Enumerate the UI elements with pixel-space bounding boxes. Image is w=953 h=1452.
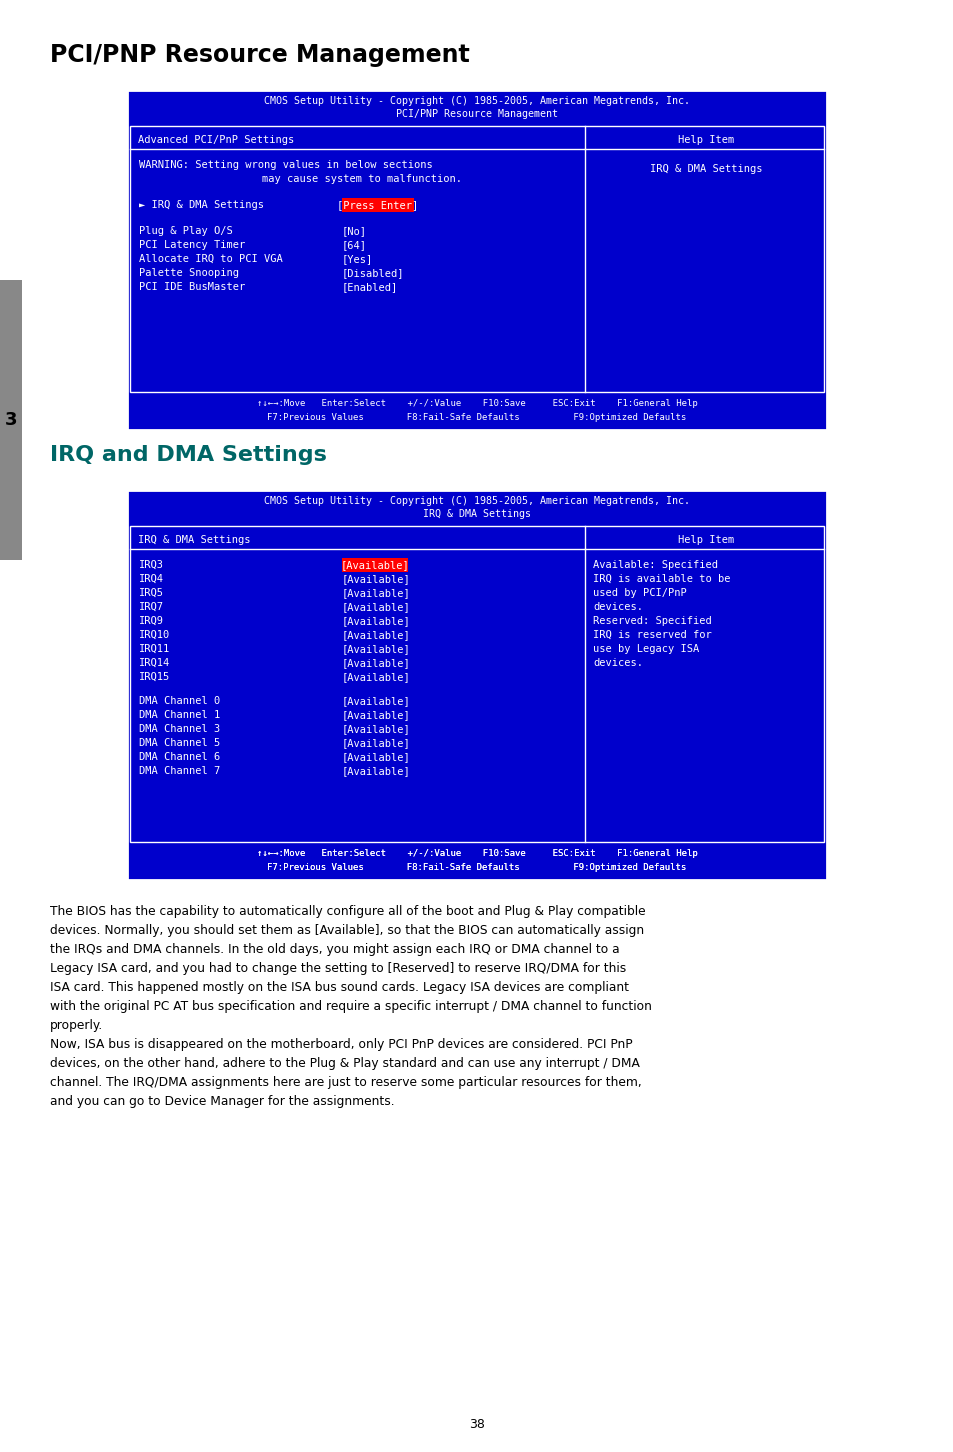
Text: Available: Specified: Available: Specified	[593, 560, 718, 571]
Text: PCI Latency Timer: PCI Latency Timer	[139, 240, 245, 250]
Text: [Available]: [Available]	[341, 710, 411, 720]
Text: Legacy ISA card, and you had to change the setting to [Reserved] to reserve IRQ/: Legacy ISA card, and you had to change t…	[50, 963, 625, 974]
Text: DMA Channel 5: DMA Channel 5	[139, 738, 220, 748]
Text: ↑↓←→:Move   Enter:Select    +/-/:Value    F10:Save     ESC:Exit    F1:General He: ↑↓←→:Move Enter:Select +/-/:Value F10:Sa…	[256, 398, 697, 408]
Text: use by Legacy ISA: use by Legacy ISA	[593, 645, 699, 653]
Text: devices, on the other hand, adhere to the Plug & Play standard and can use any i: devices, on the other hand, adhere to th…	[50, 1057, 639, 1070]
FancyBboxPatch shape	[130, 126, 823, 392]
Text: may cause system to malfunction.: may cause system to malfunction.	[262, 174, 462, 184]
Text: Palette Snooping: Palette Snooping	[139, 269, 239, 277]
Text: IRQ & DMA Settings: IRQ & DMA Settings	[649, 164, 761, 174]
Text: IRQ9: IRQ9	[139, 616, 164, 626]
Text: [Available]: [Available]	[341, 696, 411, 706]
Text: ► IRQ & DMA Settings: ► IRQ & DMA Settings	[139, 200, 264, 211]
FancyBboxPatch shape	[0, 280, 22, 560]
Text: IRQ is reserved for: IRQ is reserved for	[593, 630, 712, 640]
FancyBboxPatch shape	[130, 526, 823, 842]
Text: CMOS Setup Utility - Copyright (C) 1985-2005, American Megatrends, Inc.: CMOS Setup Utility - Copyright (C) 1985-…	[264, 497, 689, 505]
Text: DMA Channel 7: DMA Channel 7	[139, 767, 220, 775]
Text: [Available]: [Available]	[341, 645, 411, 653]
Text: Now, ISA bus is disappeared on the motherboard, only PCI PnP devices are conside: Now, ISA bus is disappeared on the mothe…	[50, 1038, 632, 1051]
Text: CMOS Setup Utility - Copyright (C) 1985-2005, American Megatrends, Inc.: CMOS Setup Utility - Copyright (C) 1985-…	[264, 96, 689, 106]
Text: [Available]: [Available]	[341, 738, 411, 748]
Text: with the original PC AT bus specification and require a specific interrupt / DMA: with the original PC AT bus specificatio…	[50, 1000, 651, 1013]
FancyBboxPatch shape	[127, 489, 826, 880]
Text: The BIOS has the capability to automatically configure all of the boot and Plug : The BIOS has the capability to automatic…	[50, 905, 645, 918]
Text: F7:Previous Values        F8:Fail-Safe Defaults          F9:Optimized Defaults: F7:Previous Values F8:Fail-Safe Defaults…	[267, 862, 686, 871]
Text: IRQ10: IRQ10	[139, 630, 170, 640]
Text: devices.: devices.	[593, 658, 643, 668]
Text: [Available]: [Available]	[341, 672, 411, 682]
Text: [64]: [64]	[341, 240, 367, 250]
Text: IRQ & DMA Settings: IRQ & DMA Settings	[422, 510, 531, 518]
FancyBboxPatch shape	[341, 197, 414, 212]
Text: [Available]: [Available]	[341, 616, 411, 626]
Text: the IRQs and DMA channels. In the old days, you might assign each IRQ or DMA cha: the IRQs and DMA channels. In the old da…	[50, 942, 619, 955]
Text: Help Item: Help Item	[678, 135, 734, 145]
Text: PCI/PNP Resource Management: PCI/PNP Resource Management	[395, 109, 558, 119]
Text: IRQ is available to be: IRQ is available to be	[593, 574, 730, 584]
Text: ↑↓←→:Move   Enter:Select    +/-/:Value    F10:Save     ESC:Exit    F1:General He: ↑↓←→:Move Enter:Select +/-/:Value F10:Sa…	[256, 848, 697, 858]
Text: used by PCI/PnP: used by PCI/PnP	[593, 588, 686, 598]
Text: F7:Previous Values        F8:Fail-Safe Defaults          F9:Optimized Defaults: F7:Previous Values F8:Fail-Safe Defaults…	[267, 412, 686, 421]
Text: DMA Channel 1: DMA Channel 1	[139, 710, 220, 720]
Text: PCI IDE BusMaster: PCI IDE BusMaster	[139, 282, 245, 292]
Text: IRQ15: IRQ15	[139, 672, 170, 682]
Text: [Disabled]: [Disabled]	[341, 269, 404, 277]
Text: Plug & Play O/S: Plug & Play O/S	[139, 227, 233, 237]
Text: [Available]: [Available]	[341, 630, 411, 640]
Text: 3: 3	[5, 411, 17, 428]
Text: [Available]: [Available]	[341, 574, 411, 584]
Text: [Press Enter]: [Press Enter]	[337, 200, 418, 211]
Text: IRQ & DMA Settings: IRQ & DMA Settings	[138, 534, 251, 544]
Text: and you can go to Device Manager for the assignments.: and you can go to Device Manager for the…	[50, 1095, 395, 1108]
Text: IRQ4: IRQ4	[139, 574, 164, 584]
FancyBboxPatch shape	[341, 558, 408, 572]
Text: Reserved: Specified: Reserved: Specified	[593, 616, 712, 626]
Text: IRQ11: IRQ11	[139, 645, 170, 653]
Text: [Available]: [Available]	[341, 588, 411, 598]
Text: [Available]: [Available]	[341, 725, 411, 735]
Text: [Available]: [Available]	[341, 658, 411, 668]
Text: channel. The IRQ/DMA assignments here are just to reserve some particular resour: channel. The IRQ/DMA assignments here ar…	[50, 1076, 641, 1089]
Text: [Available]: [Available]	[340, 560, 409, 571]
Text: ↑↓←→:Move   Enter:Select    +/-/:Value    F10:Save     ESC:Exit    F1:General He: ↑↓←→:Move Enter:Select +/-/:Value F10:Sa…	[256, 848, 697, 858]
Text: PCI/PNP Resource Management: PCI/PNP Resource Management	[50, 44, 469, 67]
Text: DMA Channel 3: DMA Channel 3	[139, 725, 220, 735]
Text: [Available]: [Available]	[341, 767, 411, 775]
Text: [Available]: [Available]	[341, 752, 411, 762]
Text: WARNING: Setting wrong values in below sections: WARNING: Setting wrong values in below s…	[139, 160, 433, 170]
Text: Advanced PCI/PnP Settings: Advanced PCI/PnP Settings	[138, 135, 294, 145]
Text: IRQ and DMA Settings: IRQ and DMA Settings	[50, 444, 327, 465]
Text: devices. Normally, you should set them as [Available], so that the BIOS can auto: devices. Normally, you should set them a…	[50, 923, 643, 937]
Text: IRQ5: IRQ5	[139, 588, 164, 598]
Text: [Enabled]: [Enabled]	[341, 282, 397, 292]
Text: properly.: properly.	[50, 1019, 103, 1032]
Text: DMA Channel 0: DMA Channel 0	[139, 696, 220, 706]
Text: Help Item: Help Item	[678, 534, 734, 544]
Text: devices.: devices.	[593, 603, 643, 611]
Text: IRQ7: IRQ7	[139, 603, 164, 611]
Text: 38: 38	[469, 1417, 484, 1430]
Text: F7:Previous Values        F8:Fail-Safe Defaults          F9:Optimized Defaults: F7:Previous Values F8:Fail-Safe Defaults…	[267, 862, 686, 871]
Text: [Available]: [Available]	[341, 603, 411, 611]
Text: [Yes]: [Yes]	[341, 254, 373, 264]
Text: [No]: [No]	[341, 227, 367, 237]
Text: IRQ3: IRQ3	[139, 560, 164, 571]
Text: IRQ14: IRQ14	[139, 658, 170, 668]
FancyBboxPatch shape	[127, 90, 826, 430]
Text: Allocate IRQ to PCI VGA: Allocate IRQ to PCI VGA	[139, 254, 282, 264]
Text: ISA card. This happened mostly on the ISA bus sound cards. Legacy ISA devices ar: ISA card. This happened mostly on the IS…	[50, 982, 628, 995]
Text: DMA Channel 6: DMA Channel 6	[139, 752, 220, 762]
